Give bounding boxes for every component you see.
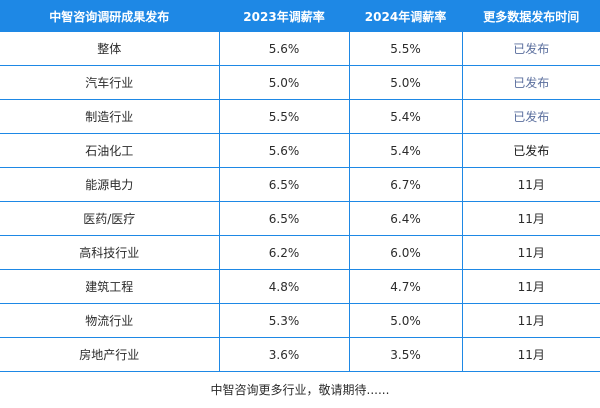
industry-cell: 石油化工	[0, 133, 219, 168]
release-status-cell: 已发布	[461, 133, 600, 168]
rate-2024-cell: 5.4%	[348, 133, 462, 168]
table-header-row: 中智咨询调研成果发布 2023年调薪率 2024年调薪率 更多数据发布时间	[0, 0, 600, 32]
table-row: 整体 5.6% 5.5% 已发布	[0, 32, 600, 66]
industry-cell: 物流行业	[0, 303, 219, 338]
rate-2023-cell: 6.5%	[218, 167, 349, 202]
release-month-cell: 11月	[461, 303, 600, 338]
release-status-link[interactable]: 已发布	[461, 99, 600, 134]
industry-cell: 建筑工程	[0, 269, 219, 304]
industry-cell: 汽车行业	[0, 65, 219, 100]
release-month-cell: 11月	[461, 167, 600, 202]
industry-cell: 房地产行业	[0, 337, 219, 372]
rate-2023-cell: 4.8%	[218, 269, 349, 304]
rate-2024-cell: 3.5%	[348, 337, 462, 372]
release-month-cell: 11月	[461, 235, 600, 270]
rate-2024-cell: 5.4%	[348, 99, 462, 134]
industry-cell: 高科技行业	[0, 235, 219, 270]
table-row: 汽车行业 5.0% 5.0% 已发布	[0, 65, 600, 100]
header-rate-2023: 2023年调薪率	[218, 0, 349, 32]
release-month-cell: 11月	[461, 201, 600, 236]
table-footer-row: 中智咨询更多行业，敬请期待......	[0, 372, 600, 408]
table-row: 医药/医疗 6.5% 6.4% 11月	[0, 201, 600, 236]
header-release-time: 更多数据发布时间	[461, 0, 600, 32]
release-status-link[interactable]: 已发布	[461, 65, 600, 100]
rate-2024-cell: 5.0%	[348, 65, 462, 100]
industry-cell: 能源电力	[0, 167, 219, 202]
header-rate-2024: 2024年调薪率	[348, 0, 462, 32]
table-row: 石油化工 5.6% 5.4% 已发布	[0, 133, 600, 168]
table-row: 房地产行业 3.6% 3.5% 11月	[0, 337, 600, 372]
release-month-cell: 11月	[461, 337, 600, 372]
rate-2024-cell: 5.0%	[348, 303, 462, 338]
release-status-link[interactable]: 已发布	[461, 32, 600, 66]
release-month-cell: 11月	[461, 269, 600, 304]
industry-cell: 整体	[0, 32, 219, 66]
rate-2024-cell: 4.7%	[348, 269, 462, 304]
rate-2023-cell: 5.6%	[218, 32, 349, 66]
header-research-release: 中智咨询调研成果发布	[0, 0, 219, 32]
rate-2023-cell: 6.2%	[218, 235, 349, 270]
rate-2024-cell: 6.0%	[348, 235, 462, 270]
rate-2024-cell: 5.5%	[348, 32, 462, 66]
industry-cell: 医药/医疗	[0, 201, 219, 236]
industry-cell: 制造行业	[0, 99, 219, 134]
rate-2023-cell: 5.6%	[218, 133, 349, 168]
table-row: 建筑工程 4.8% 4.7% 11月	[0, 269, 600, 304]
rate-2024-cell: 6.4%	[348, 201, 462, 236]
rate-2024-cell: 6.7%	[348, 167, 462, 202]
table-row: 物流行业 5.3% 5.0% 11月	[0, 303, 600, 338]
rate-2023-cell: 5.0%	[218, 65, 349, 100]
rate-2023-cell: 3.6%	[218, 337, 349, 372]
rate-2023-cell: 6.5%	[218, 201, 349, 236]
table-row: 高科技行业 6.2% 6.0% 11月	[0, 235, 600, 270]
footer-note: 中智咨询更多行业，敬请期待......	[210, 383, 390, 397]
table-row: 能源电力 6.5% 6.7% 11月	[0, 167, 600, 202]
rate-2023-cell: 5.3%	[218, 303, 349, 338]
rate-2023-cell: 5.5%	[218, 99, 349, 134]
table-row: 制造行业 5.5% 5.4% 已发布	[0, 99, 600, 134]
